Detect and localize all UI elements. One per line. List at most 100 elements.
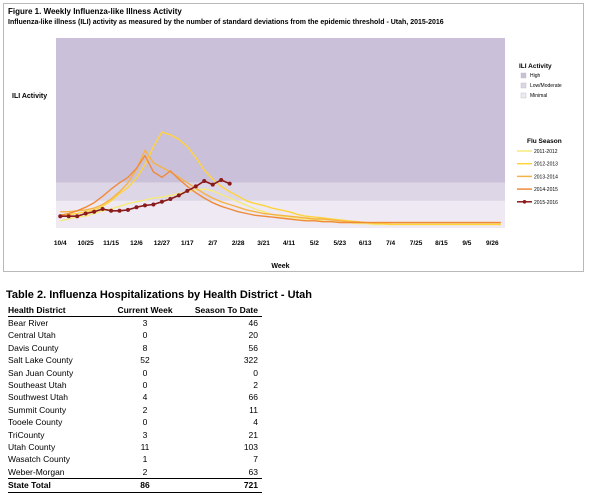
season-legend-label: 2011-2012 [534, 149, 558, 155]
season-to-date-count: 63 [248, 466, 258, 477]
season-legend-title: Flu Season [527, 138, 562, 145]
table-row: Salt Lake County 52 322 [8, 354, 262, 366]
current-week-count: 2 [142, 404, 148, 415]
district-name: Salt Lake County [8, 355, 73, 366]
current-week-count: 2 [142, 466, 148, 477]
table-row: Wasatch County 1 7 [8, 453, 262, 465]
season-to-date-count: 0 [253, 367, 258, 378]
total-current-week: 86 [140, 480, 150, 491]
activity-band-high [56, 38, 505, 183]
activity-band-minimal [56, 200, 505, 228]
current-week-count: 3 [142, 429, 148, 440]
district-name: Davis County [8, 342, 59, 353]
x-tick-label: 10/25 [78, 240, 95, 247]
x-tick-label: 12/27 [154, 240, 171, 247]
data-point-2015-2016 [202, 178, 207, 183]
table-row: TriCounty 3 21 [8, 429, 262, 441]
season-legend-label: 2012-2013 [534, 162, 558, 168]
table-row: Weber-Morgan 2 63 [8, 466, 262, 479]
x-tick-label: 11/15 [103, 240, 119, 247]
x-tick-label: 9/26 [486, 240, 499, 247]
season-to-date-count: 21 [248, 429, 258, 440]
district-name: TriCounty [8, 429, 45, 440]
district-name: Tooele County [8, 417, 63, 428]
table-row: Davis County 8 56 [8, 342, 262, 354]
data-point-2015-2016 [168, 197, 173, 202]
season-to-date-count: 56 [248, 342, 258, 353]
table-total-row: State Total 86 721 [8, 478, 262, 493]
season-to-date-count: 4 [253, 417, 258, 428]
x-tick-label: 8/15 [435, 240, 448, 247]
x-tick-label: 10/4 [54, 240, 67, 247]
table-row: Southwest Utah 4 66 [8, 391, 262, 403]
current-week-count: 3 [142, 318, 148, 328]
x-axis-label: Week [271, 263, 289, 270]
x-tick-label: 7/4 [386, 240, 395, 247]
activity-legend-title: ILI Activity [519, 63, 552, 70]
data-point-2015-2016 [210, 182, 215, 187]
season-legend-label: 2015-2016 [534, 200, 558, 206]
table-row: San Juan County 0 0 [8, 367, 262, 379]
x-tick-label: 6/13 [359, 240, 372, 247]
district-name: Weber-Morgan [8, 466, 65, 477]
district-name: San Juan County [8, 367, 74, 378]
activity-legend-swatch [520, 82, 527, 89]
x-tick-label: 4/11 [283, 240, 296, 247]
y-axis-label: ILI Activity [12, 93, 47, 100]
activity-legend-label: Low/Moderate [530, 83, 562, 89]
activity-band-low-moderate [56, 182, 505, 201]
current-week-count: 0 [142, 417, 148, 428]
x-tick-label: 9/5 [462, 240, 471, 247]
season-to-date-count: 11 [249, 404, 258, 415]
season-to-date-count: 20 [248, 330, 258, 341]
season-to-date-count: 46 [248, 318, 258, 328]
current-week-count: 1 [142, 454, 148, 465]
season-legend-label: 2013-2014 [534, 174, 558, 180]
data-point-2015-2016 [193, 184, 198, 189]
data-point-2015-2016 [58, 214, 63, 219]
table-row: Central Utah 0 20 [8, 329, 262, 341]
data-point-2015-2016 [126, 207, 131, 212]
total-season-to-date: 721 [243, 480, 258, 491]
data-point-2015-2016 [159, 199, 164, 204]
activity-legend-swatch [520, 92, 527, 99]
season-to-date-count: 103 [243, 442, 258, 453]
table-row: Southeast Utah 0 2 [8, 379, 262, 391]
season-to-date-count: 7 [253, 454, 258, 465]
current-week-count: 52 [140, 355, 150, 366]
current-week-count: 0 [142, 330, 148, 341]
table-header-row: Health District Current Week Season To D… [8, 305, 262, 317]
district-name: Southeast Utah [8, 380, 67, 391]
table-row: Bear River 3 46 [8, 317, 262, 330]
series-line-2012-2013 [59, 131, 501, 226]
data-point-2015-2016 [83, 211, 88, 216]
data-point-2015-2016 [66, 214, 71, 219]
total-label: State Total [8, 480, 51, 491]
season-legend-marker [522, 200, 527, 204]
district-name: Utah County [8, 442, 56, 453]
data-point-2015-2016 [100, 207, 105, 211]
figure-subtitle: Influenza-like illness (ILI) activity as… [8, 19, 444, 26]
current-week-count: 4 [142, 392, 148, 403]
district-name: Central Utah [8, 330, 56, 341]
x-tick-label: 12/6 [130, 240, 143, 247]
district-name: Summit County [8, 404, 67, 415]
data-point-2015-2016 [227, 181, 232, 186]
season-to-date-count: 2 [253, 380, 258, 391]
x-tick-label: 5/2 [310, 240, 319, 247]
series-line-2014-2015 [60, 154, 501, 224]
data-point-2015-2016 [176, 193, 181, 198]
current-week-count: 8 [142, 342, 148, 353]
header-current-week: Current Week [117, 305, 173, 315]
hospitalization-table: Health District Current Week Season To D… [8, 305, 262, 493]
x-tick-label: 3/21 [257, 240, 270, 247]
current-week-count: 11 [140, 442, 150, 453]
ili-chart: ILI Activity 10/4 10/25 11/15 12/6 12/27 1/17 2… [12, 38, 562, 270]
x-tick-label: 5/23 [333, 240, 346, 247]
district-name: Wasatch County [8, 454, 71, 465]
table-row: Utah County 11 103 [8, 441, 262, 453]
data-point-2015-2016 [219, 178, 224, 183]
data-point-2015-2016 [75, 214, 80, 219]
data-point-2015-2016 [92, 209, 97, 214]
x-tick-label: 2/28 [232, 240, 245, 247]
